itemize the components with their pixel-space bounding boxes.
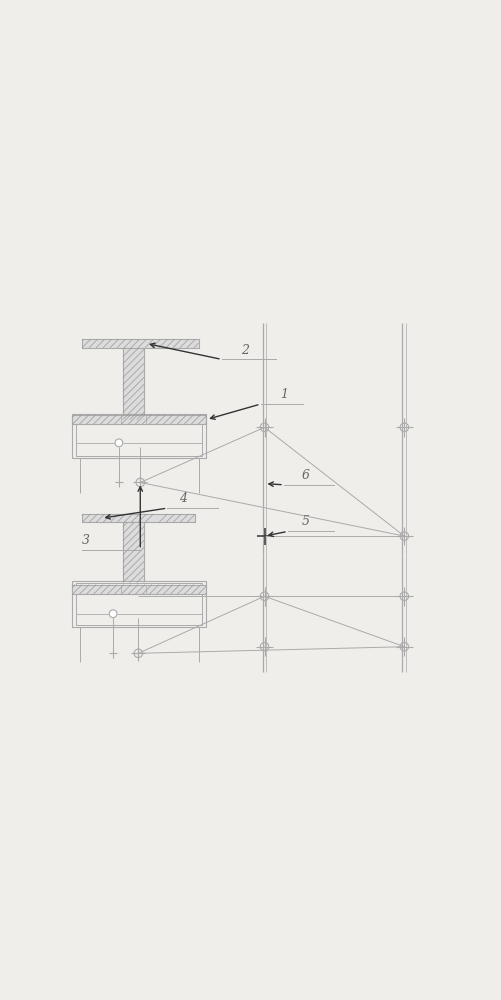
Bar [82, 514, 194, 522]
Bar [82, 514, 194, 522]
Bar [72, 585, 206, 594]
Text: 5: 5 [302, 515, 310, 528]
Text: 4: 4 [179, 492, 187, 505]
Bar [72, 415, 206, 424]
Bar [72, 581, 206, 627]
Bar [121, 415, 146, 424]
Text: 2: 2 [241, 344, 249, 357]
Bar [123, 348, 144, 420]
Bar [123, 522, 144, 583]
Bar [76, 416, 202, 456]
Text: 1: 1 [280, 388, 288, 401]
Text: 6: 6 [302, 469, 310, 482]
Bar [123, 522, 144, 583]
Bar [72, 585, 206, 594]
Bar [76, 583, 202, 625]
Bar [123, 348, 144, 420]
Circle shape [115, 439, 123, 447]
Bar [72, 415, 206, 424]
Bar [82, 339, 198, 348]
Bar [82, 339, 198, 348]
Circle shape [109, 610, 117, 618]
Text: 3: 3 [82, 534, 90, 547]
Bar [121, 585, 146, 594]
Bar [72, 414, 206, 458]
